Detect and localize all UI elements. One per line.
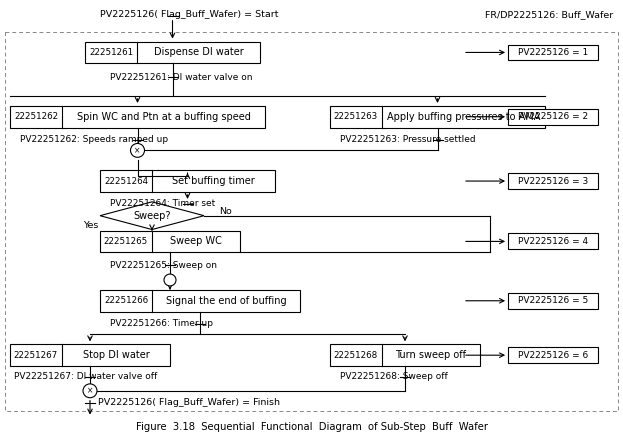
Text: Apply buffing pressures to AMA: Apply buffing pressures to AMA (387, 112, 540, 122)
Text: 22251267: 22251267 (14, 351, 58, 360)
Bar (100, 230, 240, 252)
Bar (100, 290, 300, 312)
Text: Signal the end of buffing: Signal the end of buffing (166, 296, 287, 306)
Text: Sweep?: Sweep? (133, 210, 171, 220)
Text: Sweep WC: Sweep WC (170, 237, 222, 247)
Text: PV2225126( Flag_Buff_Wafer) = Start: PV2225126( Flag_Buff_Wafer) = Start (100, 10, 278, 19)
Bar (85, 42, 260, 63)
Text: No: No (219, 207, 232, 216)
Circle shape (130, 144, 145, 157)
Bar (100, 170, 275, 192)
Circle shape (164, 274, 176, 286)
Bar (508, 233, 598, 249)
Bar (508, 45, 598, 60)
Bar (508, 173, 598, 189)
Circle shape (83, 384, 97, 398)
Text: 22251268: 22251268 (334, 351, 378, 360)
Bar (508, 293, 598, 309)
Text: Turn sweep off: Turn sweep off (396, 350, 467, 360)
Text: Stop DI water: Stop DI water (83, 350, 150, 360)
Text: PV22251261: DI water valve on: PV22251261: DI water valve on (110, 72, 252, 82)
Text: PV2225126 = 3: PV2225126 = 3 (518, 177, 588, 186)
Text: PV2225126( Flag_Buff_Wafer) = Finish: PV2225126( Flag_Buff_Wafer) = Finish (98, 398, 280, 407)
Text: ×: × (135, 146, 141, 155)
Text: 22251261: 22251261 (89, 48, 133, 57)
Text: PV22251263: Pressure settled: PV22251263: Pressure settled (340, 135, 475, 144)
Text: Spin WC and Ptn at a buffing speed: Spin WC and Ptn at a buffing speed (77, 112, 250, 122)
Text: 22251265: 22251265 (104, 237, 148, 246)
Text: ×: × (87, 386, 93, 395)
Text: Set buffing timer: Set buffing timer (172, 176, 255, 186)
Text: 22251262: 22251262 (14, 112, 58, 121)
Text: Figure  3.18  Sequential  Functional  Diagram  of Sub-Step  Buff  Wafer: Figure 3.18 Sequential Functional Diagra… (135, 422, 488, 432)
Bar (10, 344, 170, 366)
Text: 22251264: 22251264 (104, 177, 148, 186)
Bar (330, 106, 545, 128)
Bar (10, 106, 265, 128)
Text: PV2225126 = 4: PV2225126 = 4 (518, 237, 588, 246)
Text: 22251266: 22251266 (104, 296, 148, 305)
Text: Yes: Yes (83, 220, 98, 230)
Text: PV22251265: Sweep on: PV22251265: Sweep on (110, 261, 217, 270)
Bar (508, 347, 598, 363)
Text: 22251263: 22251263 (334, 112, 378, 121)
Text: PV22251267: DI water valve off: PV22251267: DI water valve off (14, 372, 157, 381)
Text: PV2225126 = 5: PV2225126 = 5 (518, 296, 588, 305)
Bar (5, 32, 618, 411)
Bar (508, 109, 598, 125)
Polygon shape (100, 202, 204, 230)
Text: PV22251262: Speeds ramped up: PV22251262: Speeds ramped up (20, 135, 168, 144)
Text: PV22251266: Timer up: PV22251266: Timer up (110, 319, 213, 328)
Text: Dispense DI water: Dispense DI water (154, 47, 244, 57)
Text: PV2225126 = 2: PV2225126 = 2 (518, 112, 588, 121)
Text: FR/DP2225126: Buff_Wafer: FR/DP2225126: Buff_Wafer (485, 10, 613, 19)
Text: PV2225126 = 6: PV2225126 = 6 (518, 351, 588, 360)
Bar (330, 344, 480, 366)
Text: PV22251264: Timer set: PV22251264: Timer set (110, 199, 216, 208)
Text: PV2225126 = 1: PV2225126 = 1 (518, 48, 588, 57)
Text: PV22251268: Sweep off: PV22251268: Sweep off (340, 372, 448, 381)
